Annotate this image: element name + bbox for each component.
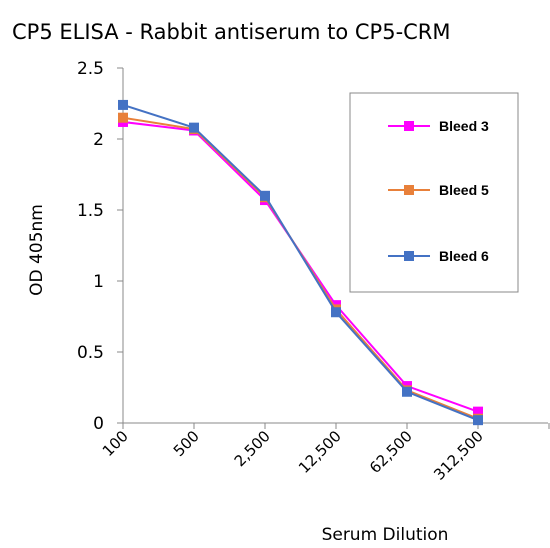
y-tick-label: 2.5 bbox=[77, 59, 104, 79]
data-point bbox=[473, 415, 483, 426]
y-tick-label: 2 bbox=[93, 130, 104, 150]
x-axis-label: Serum Dilution bbox=[322, 525, 449, 545]
y-tick-label: 0.5 bbox=[77, 343, 104, 363]
legend: Bleed 3 Bleed 5 Bleed 6 bbox=[349, 92, 519, 293]
x-tick-label: 312,500 bbox=[430, 427, 487, 484]
data-point bbox=[118, 112, 128, 123]
legend-label: Bleed 6 bbox=[439, 248, 489, 264]
y-tick-label: 1 bbox=[93, 272, 104, 292]
data-point bbox=[260, 190, 270, 201]
legend-marker bbox=[404, 251, 414, 261]
data-point bbox=[189, 122, 199, 133]
x-tick-label: 500 bbox=[170, 427, 203, 460]
data-point bbox=[331, 307, 341, 318]
y-tick-label: 0 bbox=[93, 414, 104, 434]
legend-box bbox=[349, 92, 519, 293]
legend-label: Bleed 3 bbox=[439, 118, 489, 134]
x-tick-label: 2,500 bbox=[231, 427, 274, 470]
x-tick-label: 12,500 bbox=[295, 427, 345, 477]
data-point bbox=[402, 386, 412, 397]
y-tick-label: 1.5 bbox=[77, 201, 104, 221]
x-tick-label: 62,500 bbox=[366, 427, 416, 477]
legend-label: Bleed 5 bbox=[439, 182, 489, 198]
data-point bbox=[473, 406, 483, 417]
chart-title: CP5 ELISA - Rabbit antiserum to CP5-CRM bbox=[12, 20, 451, 44]
legend-marker bbox=[404, 185, 414, 195]
legend-marker bbox=[404, 121, 414, 131]
y-axis-label: OD 405nm bbox=[27, 204, 47, 296]
data-point bbox=[118, 99, 128, 110]
series-line-3 bbox=[122, 103, 479, 422]
